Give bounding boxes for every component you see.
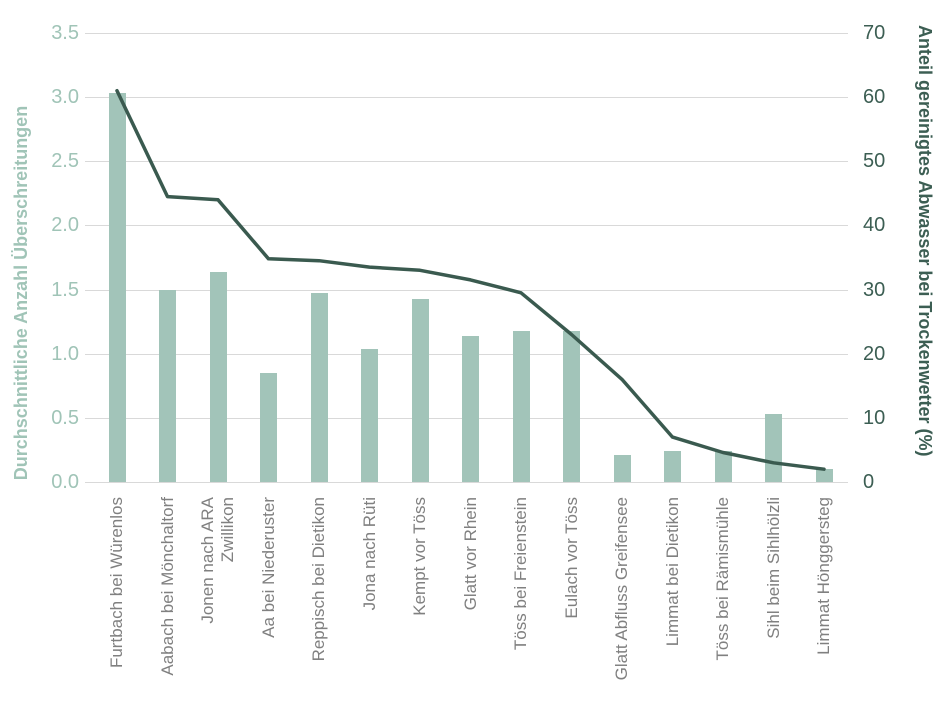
right-axis-tick-label: 70: [863, 22, 886, 44]
x-axis-label: Aa bei Niederuster: [258, 497, 278, 638]
x-axis-label: Töss bei Freienstein: [511, 497, 530, 651]
x-axis-label-wrap: Jona nach Rüti: [350, 497, 390, 697]
bar: [664, 451, 681, 482]
left-axis-tick-label: 0.0: [51, 471, 79, 493]
x-axis-label-wrap: Töss bei Freienstein: [501, 497, 541, 697]
right-axis-tick-label: 0: [863, 471, 875, 493]
x-axis-label: Glatt vor Rhein: [460, 497, 480, 611]
x-axis-label: Eulach vor Töss: [561, 497, 581, 619]
bar: [361, 348, 378, 482]
x-axis-label: Jona nach Rüti: [359, 497, 379, 611]
bar: [815, 469, 833, 482]
left-axis-tick-label: 1.0: [51, 342, 79, 365]
x-axis-label-wrap: Jonen nach ARA Zwillikon: [198, 497, 238, 697]
gridline: [85, 225, 848, 227]
x-axis-label: Limmat bei Dietikon: [662, 497, 682, 647]
x-axis-label: Furtbach bei Würenlos: [107, 497, 126, 669]
right-axis-tick-label: 30: [863, 278, 886, 301]
bar: [310, 293, 328, 482]
x-axis-label: Glatt Abfluss Greifensee: [612, 497, 631, 681]
bar: [411, 298, 429, 482]
x-axis-label: Aabach bei Mönchaltorf: [157, 497, 177, 676]
gridline: [85, 33, 848, 34]
left-axis-tick-label: 2.5: [51, 150, 79, 173]
x-axis-label: Kempt vor Töss: [410, 497, 429, 616]
right-axis-title: Anteil gereinigtes Abwasser bei Trockenw…: [915, 25, 935, 457]
bar: [209, 271, 227, 482]
gridline: [85, 161, 848, 163]
left-axis-tick-label: 0.5: [51, 406, 79, 429]
x-axis-label: Reppisch bei Dietikon: [309, 497, 328, 662]
x-axis-label-wrap: Eulach vor Töss: [552, 497, 592, 697]
x-axis-label-wrap: Glatt Abfluss Greifensee: [602, 497, 642, 697]
gridline: [85, 97, 848, 99]
right-axis-tick-label: 40: [863, 214, 886, 237]
bar: [260, 373, 277, 482]
x-axis-label-wrap: Furtbach bei Würenlos: [97, 497, 137, 697]
x-axis-label: Töss bei Rämismühle: [713, 497, 732, 661]
x-axis-label-wrap: Sihl beim Sihlhölzli: [754, 497, 794, 697]
x-axis-label-wrap: Aabach bei Mönchaltorf: [148, 497, 188, 697]
bar: [563, 330, 580, 482]
bar: [714, 451, 732, 482]
bar: [462, 335, 479, 482]
right-axis-tick-label: 50: [863, 150, 886, 173]
x-axis-label-wrap: Limmat Hönggersteg: [804, 497, 844, 697]
x-axis-label-wrap: Limmat bei Dietikon: [653, 497, 693, 697]
gridline: [85, 289, 848, 291]
bar: [765, 414, 782, 482]
x-axis-label-wrap: Glatt vor Rhein: [451, 497, 491, 697]
left-axis-tick-label: 1.5: [51, 278, 79, 301]
x-axis-label-wrap: Aa bei Niederuster: [249, 497, 289, 697]
bar: [108, 93, 126, 482]
bar: [613, 455, 631, 482]
x-axis-label-wrap: Töss bei Rämismühle: [703, 497, 743, 697]
x-axis-label: Limmat Hönggersteg: [814, 497, 833, 655]
x-axis-label: Jonen nach ARA Zwillikon: [198, 497, 237, 624]
left-axis-tick-label: 3.0: [51, 86, 79, 109]
bar: [159, 289, 176, 482]
right-axis-tick-label: 60: [863, 86, 886, 109]
x-axis-label-wrap: Kempt vor Töss: [400, 497, 440, 697]
x-axis-label: Sihl beim Sihlhölzli: [763, 497, 783, 639]
left-axis-tick-label: 3.5: [51, 22, 79, 44]
right-axis-tick-label: 20: [863, 342, 886, 365]
left-axis-title: Durchschnittliche Anzahl Überschreitunge…: [11, 105, 31, 481]
right-axis-tick-label: 10: [863, 406, 886, 429]
bar: [512, 330, 530, 482]
left-axis-tick-label: 2.0: [51, 214, 79, 237]
gridline: [85, 482, 848, 483]
x-axis-label-wrap: Reppisch bei Dietikon: [299, 497, 339, 697]
